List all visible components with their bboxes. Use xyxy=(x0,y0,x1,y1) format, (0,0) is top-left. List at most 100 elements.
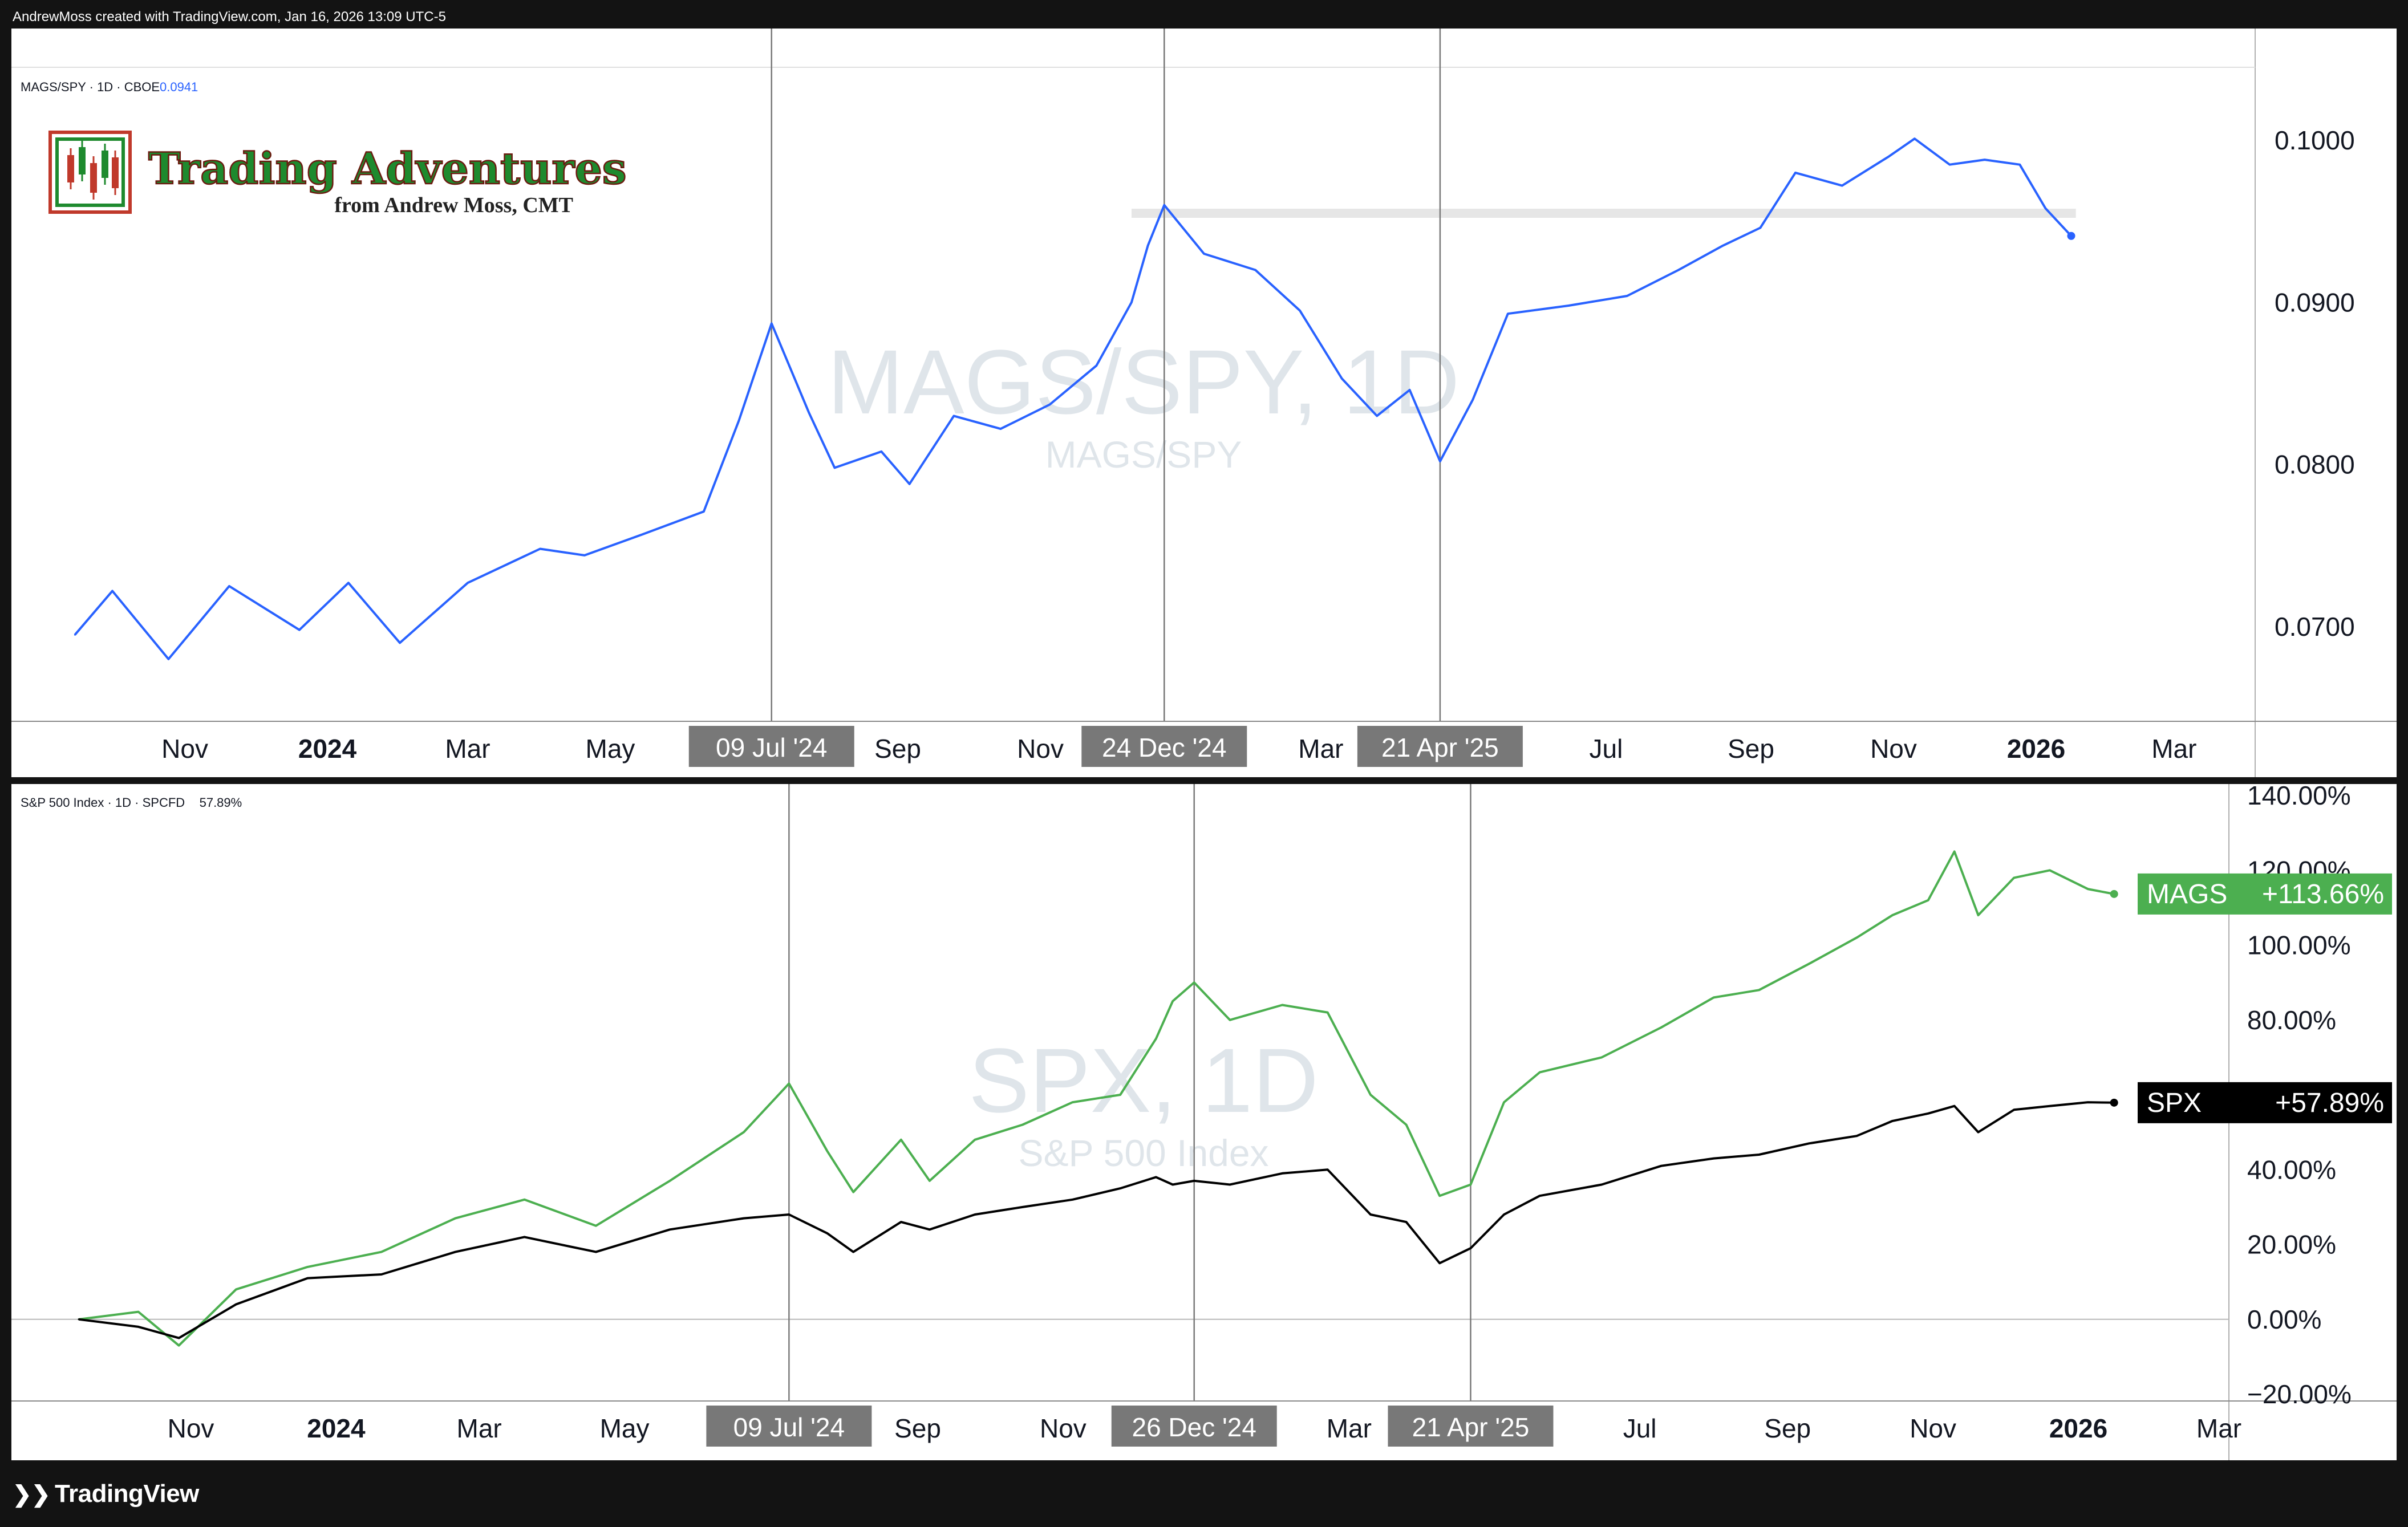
ratio-data-point xyxy=(399,641,401,644)
ratio-data-point xyxy=(1130,301,1133,303)
spx-data-point xyxy=(1808,1142,1810,1144)
spx-panel[interactable]: SPX, 1D S&P 500 Index 140.00% 120.00% 100.00… xyxy=(11,784,2397,1460)
ratio-data-point xyxy=(1254,269,1256,271)
x-axis-tick-label: 2024 xyxy=(298,734,357,764)
marker-date-label: 09 Jul '24 xyxy=(733,1412,845,1442)
tradingview-logo[interactable]: ❯❯ TradingView xyxy=(13,1478,199,1510)
marker-date-label-bg xyxy=(1081,726,1247,767)
y-axis-tick-label: 0.0800 xyxy=(2275,450,2355,480)
legend-value: 0.0941 xyxy=(160,80,198,94)
y-axis-tick-label: 0.0900 xyxy=(2275,287,2355,317)
spx-data-point xyxy=(2049,1105,2051,1107)
ratio-data-point xyxy=(703,510,705,513)
ratio-data-point xyxy=(771,322,773,324)
x-axis-tick-label: Mar xyxy=(1327,1414,1372,1443)
mags-data-point xyxy=(929,1180,931,1182)
spx-data-point xyxy=(1891,1120,1894,1122)
mags-series-line xyxy=(78,850,2115,1347)
mags-data-point xyxy=(900,1139,902,1141)
x-axis-tick-label: Sep xyxy=(874,734,921,764)
x-axis-tick-label: Mar xyxy=(2196,1414,2241,1443)
spx-data-point xyxy=(1072,1199,1074,1201)
x-axis-tick-label: 2026 xyxy=(2007,734,2065,764)
y-axis-tick-label: −20.00% xyxy=(2247,1379,2352,1409)
ratio-data-point xyxy=(1677,269,1680,271)
ratio-data-point xyxy=(298,629,301,631)
x-axis-tick-label: Sep xyxy=(1764,1414,1811,1443)
ratio-data-point xyxy=(1471,399,1474,401)
y-axis-tick-label: 0.00% xyxy=(2247,1305,2321,1334)
watermark-description: MAGS/SPY xyxy=(1045,433,1242,476)
x-axis-tick-label: Nov xyxy=(161,734,208,764)
y-axis-tick-label: 100.00% xyxy=(2247,931,2351,960)
ratio-last-point xyxy=(2067,232,2075,240)
ratio-data-point xyxy=(1507,312,1509,315)
marker-date-label: 24 Dec '24 xyxy=(1102,733,1226,762)
marker-date-label-bg xyxy=(1111,1406,1277,1447)
logo-candle-body xyxy=(79,147,86,174)
x-axis-tick-label: Nov xyxy=(1017,734,1064,764)
ratio-data-point xyxy=(1948,164,1951,166)
mags-data-point xyxy=(137,1311,140,1313)
mags-data-point xyxy=(974,1139,976,1141)
x-axis-tick-label: Nov xyxy=(1040,1414,1087,1443)
mags-data-point xyxy=(1953,850,1956,852)
ratio-data-point xyxy=(467,582,469,584)
ratio-data-point xyxy=(1341,377,1343,380)
mags-data-point xyxy=(1072,1101,1074,1103)
marker-date-label: 21 Apr '25 xyxy=(1412,1412,1530,1442)
ratio-data-point xyxy=(167,658,169,660)
ratio-data-point xyxy=(1409,389,1411,391)
ratio-data-point xyxy=(999,428,1002,430)
spx-data-point xyxy=(1155,1176,1157,1178)
spx-data-point xyxy=(929,1228,931,1230)
ratio-data-point xyxy=(2044,207,2046,209)
x-axis-tick-label: 2024 xyxy=(307,1414,366,1443)
x-axis-tick-label: Nov xyxy=(168,1414,214,1443)
y-axis-tick-label: 0.0700 xyxy=(2275,612,2355,641)
spx-data-point xyxy=(1600,1184,1603,1185)
spx-data-point xyxy=(1281,1172,1283,1175)
spx-last-point xyxy=(2110,1098,2118,1107)
watermark-description: S&P 500 Index xyxy=(1018,1132,1268,1174)
spx-data-point xyxy=(1660,1165,1663,1167)
logo-candle-body xyxy=(112,157,119,188)
brand-subtitle: from Andrew Moss, CMT xyxy=(334,193,573,217)
mags-data-point xyxy=(1855,936,1858,939)
mags-data-point xyxy=(826,1150,828,1152)
mags-data-point xyxy=(524,1199,525,1201)
x-axis-tick-label: Jul xyxy=(1623,1414,1657,1443)
y-axis-tick-label: 80.00% xyxy=(2247,1005,2336,1035)
y-axis-tick-label: 140.00% xyxy=(2247,784,2351,810)
spx-data-point xyxy=(595,1251,597,1253)
marker-date-label-bg xyxy=(1388,1406,1554,1447)
mags-data-point xyxy=(178,1345,180,1347)
ratio-data-point xyxy=(1439,460,1441,462)
marker-date-label-bg xyxy=(1357,726,1523,767)
spx-data-point xyxy=(1539,1195,1541,1197)
ratio-data-point xyxy=(1203,253,1205,255)
mags-spy-panel[interactable]: MAGS/SPY, 1D MAGS/SPY 0.1000 0.0900 0.0800 0.… xyxy=(11,29,2397,777)
ratio-data-point xyxy=(1567,304,1570,307)
ratio-data-point xyxy=(952,415,955,417)
mags-data-point xyxy=(1470,1184,1471,1185)
ratio-data-point xyxy=(1984,159,1986,161)
mags-data-point xyxy=(1021,1124,1024,1126)
mags-data-point xyxy=(1927,899,1929,901)
spx-data-point xyxy=(900,1221,902,1223)
spx-chart-svg: SPX, 1DS&P 500 Index140.00%120.00%100.00… xyxy=(11,784,2397,1460)
mags-data-point xyxy=(1193,981,1195,984)
mags-badge-name: MAGS xyxy=(2147,879,2227,909)
mags-data-point xyxy=(380,1251,383,1253)
legend-value: 57.89% xyxy=(200,795,242,810)
mags-data-point xyxy=(1327,1012,1329,1014)
spx-data-point xyxy=(852,1251,854,1253)
spx-last-value-badge xyxy=(2138,1082,2392,1123)
mags-data-point xyxy=(306,1266,309,1268)
mags-data-point xyxy=(235,1288,237,1290)
logo-candle-body xyxy=(67,155,74,182)
x-axis-tick-label: Mar xyxy=(445,734,490,764)
mags-data-point xyxy=(1503,1101,1505,1103)
mags-data-point xyxy=(595,1225,597,1227)
